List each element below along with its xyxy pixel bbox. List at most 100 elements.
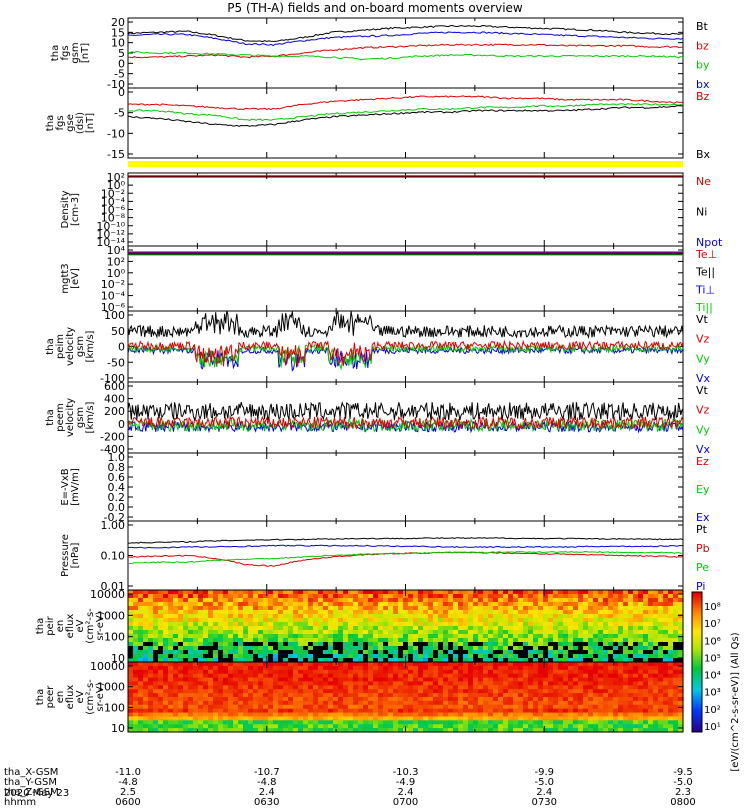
spectrogram-cell [498,720,504,725]
spectrogram-cell [353,658,359,663]
spectrogram-cell [388,598,394,603]
spectrogram-cell [233,697,239,702]
spectrogram-cell [283,704,289,710]
spectrogram-cell [423,650,429,655]
spectrogram-cell [478,669,484,675]
spectrogram-cell [678,602,684,607]
spectrogram-cell [538,602,544,607]
spectrogram-cell [273,630,279,635]
spectrogram-cell [198,665,204,671]
spectrogram-cell [653,724,659,729]
spectrogram-cell [288,716,294,721]
spectrogram-cell [658,658,664,663]
spectrogram-cell [228,650,234,655]
spectrogram-cell [633,606,639,611]
spectrogram-cell [568,602,574,607]
spectrogram-cell [558,685,564,690]
spectrogram-cell [298,602,304,607]
spectrogram-cell [253,590,259,595]
spectrogram-cell [468,712,474,718]
legend-label: Ey [696,483,710,496]
spectrogram-cell [173,590,179,595]
spectrogram-cell [463,618,469,623]
spectrogram-cell [428,665,434,671]
series-Vz [127,339,684,367]
spectrogram-cell [483,681,489,686]
spectrogram-cell [138,677,144,683]
spectrogram-cell [438,662,444,667]
spectrogram-cell [573,712,579,718]
spectrogram-cell [503,700,509,706]
spectrogram-cell [473,689,479,694]
spectrogram-cell [558,689,564,694]
spectrogram-cell [318,662,324,667]
spectrogram-cell [233,602,239,607]
spectrogram-cell [553,606,559,611]
spectrogram-cell [208,638,214,643]
spectrogram-cell [373,630,379,635]
spectrogram-cell [473,716,479,721]
spectrogram-cell [603,618,609,623]
spectrogram-cell [238,590,244,595]
spectrogram-cell [403,693,409,698]
spectrogram-cell [448,646,454,651]
spectrogram-cell [393,646,399,651]
spectrogram-cell [653,590,659,595]
spectrogram-cell [458,716,464,721]
spectrogram-cell [608,724,614,729]
spectrogram-cell [308,712,314,718]
spectrogram-cell [453,642,459,647]
spectrogram-cell [643,681,649,686]
spectrogram-cell [413,662,419,667]
spectrogram-cell [663,677,669,683]
spectrogram-cell [283,708,289,714]
spectrogram-cell [478,681,484,686]
spectrogram-cell [448,650,454,655]
spectrogram-cell [373,689,379,694]
spectrogram-cell [578,610,584,615]
spectrogram-cell [648,658,654,663]
spectrogram-cell [653,720,659,725]
spectrogram-cell [148,697,154,702]
spectrogram-cell [613,724,619,729]
spectrogram-cell [328,606,334,611]
spectrogram-cell [543,689,549,694]
spectrogram-cell [308,728,314,733]
spectrogram-cell [593,673,599,679]
spectrogram-cell [508,602,514,607]
spectrogram-cell [533,704,539,710]
colorbar-cell [692,660,702,663]
spectrogram-cell [603,614,609,619]
spectrogram-cell [533,614,539,619]
colorbar-cell [692,624,702,627]
spectrogram-cell [598,693,604,698]
spectrogram-cell [388,716,394,721]
spectrogram-cell [478,677,484,683]
spectrogram-cell [538,677,544,683]
spectrogram-cell [383,685,389,690]
spectrogram-cell [368,646,374,651]
spectrogram-cell [263,716,269,721]
spectrogram-cell [363,708,369,714]
x-axis-row-value: -4.8 [118,777,138,788]
spectrogram-cell [353,630,359,635]
spectrogram-cell [493,598,499,603]
spectrogram-cell [398,642,404,647]
spectrogram-cell [248,598,254,603]
spectrogram-cell [673,693,679,698]
spectrogram-cell [568,634,574,639]
spectrogram-cell [333,650,339,655]
spectrogram-cell [578,642,584,647]
spectrogram-cell [193,700,199,706]
spectrogram-cell [398,685,404,690]
spectrogram-cell [458,610,464,615]
spectrogram-cell [623,689,629,694]
colorbar-cell [692,706,702,709]
legend-label: bx [696,78,710,91]
spectrogram-cell [363,638,369,643]
spectrogram-cell [633,728,639,733]
spectrogram-cell [248,630,254,635]
spectrogram-cell [603,693,609,698]
spectrogram-cell [553,594,559,599]
spectrogram-cell [323,689,329,694]
